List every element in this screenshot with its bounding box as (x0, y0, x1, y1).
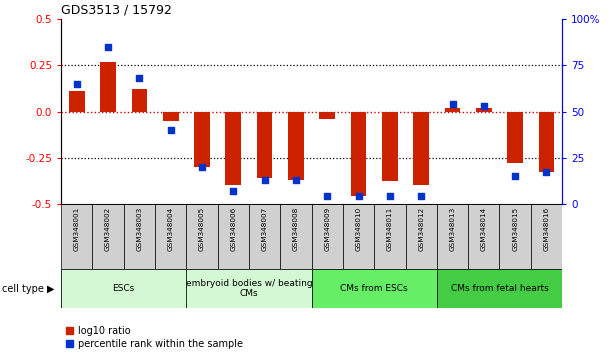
Text: GSM348006: GSM348006 (230, 207, 236, 251)
Text: GSM348013: GSM348013 (450, 207, 456, 251)
Text: GSM348005: GSM348005 (199, 207, 205, 251)
Point (385, 193, 395, 199)
Point (479, 103, 489, 109)
Bar (414, 112, 429, 185)
Text: GDS3513 / 15792: GDS3513 / 15792 (61, 4, 172, 17)
Bar (186, 204, 218, 269)
Bar (445, 108, 460, 112)
Legend: log10 ratio, percentile rank within the sample: log10 ratio, percentile rank within the … (66, 326, 243, 349)
Text: GSM348004: GSM348004 (167, 207, 174, 251)
Bar (531, 204, 562, 269)
Bar (194, 112, 210, 167)
Bar (280, 204, 312, 269)
Bar (500, 204, 531, 269)
Text: CMs from fetal hearts: CMs from fetal hearts (451, 284, 548, 293)
Text: GSM348002: GSM348002 (105, 207, 111, 251)
Point (541, 170, 551, 175)
Bar (406, 204, 437, 269)
Bar (437, 269, 562, 308)
Text: GSM348014: GSM348014 (481, 207, 487, 251)
Bar (343, 204, 375, 269)
Bar (155, 204, 186, 269)
Text: cell type ▶: cell type ▶ (2, 284, 55, 293)
Point (510, 173, 520, 179)
Bar (61, 204, 92, 269)
Text: GSM348016: GSM348016 (543, 207, 549, 251)
Bar (288, 112, 304, 179)
Text: GSM348010: GSM348010 (356, 207, 362, 251)
Point (166, 127, 175, 133)
Point (134, 75, 144, 81)
Point (448, 101, 458, 107)
Bar (123, 204, 155, 269)
Bar (225, 112, 241, 185)
Text: GSM348001: GSM348001 (74, 207, 80, 251)
Bar (100, 62, 116, 112)
Bar (131, 90, 147, 112)
Bar (468, 204, 500, 269)
Text: GSM348012: GSM348012 (418, 207, 424, 251)
Text: embryoid bodies w/ beating
CMs: embryoid bodies w/ beating CMs (186, 279, 312, 298)
Bar (186, 269, 312, 308)
Point (197, 164, 207, 170)
Bar (249, 204, 280, 269)
Point (103, 44, 113, 50)
Bar (320, 112, 335, 119)
Bar (539, 112, 554, 172)
Text: GSM348003: GSM348003 (136, 207, 142, 251)
Text: CMs from ESCs: CMs from ESCs (340, 284, 408, 293)
Text: GSM348015: GSM348015 (512, 207, 518, 251)
Point (323, 193, 332, 199)
Bar (312, 269, 437, 308)
Bar (437, 204, 468, 269)
Bar (507, 112, 523, 163)
Text: GSM348011: GSM348011 (387, 207, 393, 251)
Point (229, 188, 238, 194)
Bar (374, 204, 406, 269)
Bar (218, 204, 249, 269)
Point (291, 177, 301, 182)
Bar (382, 112, 398, 182)
Text: GSM348007: GSM348007 (262, 207, 268, 251)
Point (416, 193, 426, 199)
Text: GSM348009: GSM348009 (324, 207, 331, 251)
Bar (312, 204, 343, 269)
Bar (163, 112, 178, 121)
Bar (61, 269, 186, 308)
Point (72, 81, 82, 87)
Point (260, 177, 269, 182)
Bar (257, 112, 273, 178)
Point (354, 193, 364, 199)
Text: ESCs: ESCs (112, 284, 135, 293)
Bar (476, 108, 492, 112)
Bar (92, 204, 123, 269)
Text: GSM348008: GSM348008 (293, 207, 299, 251)
Bar (69, 91, 84, 112)
Bar (351, 112, 367, 196)
